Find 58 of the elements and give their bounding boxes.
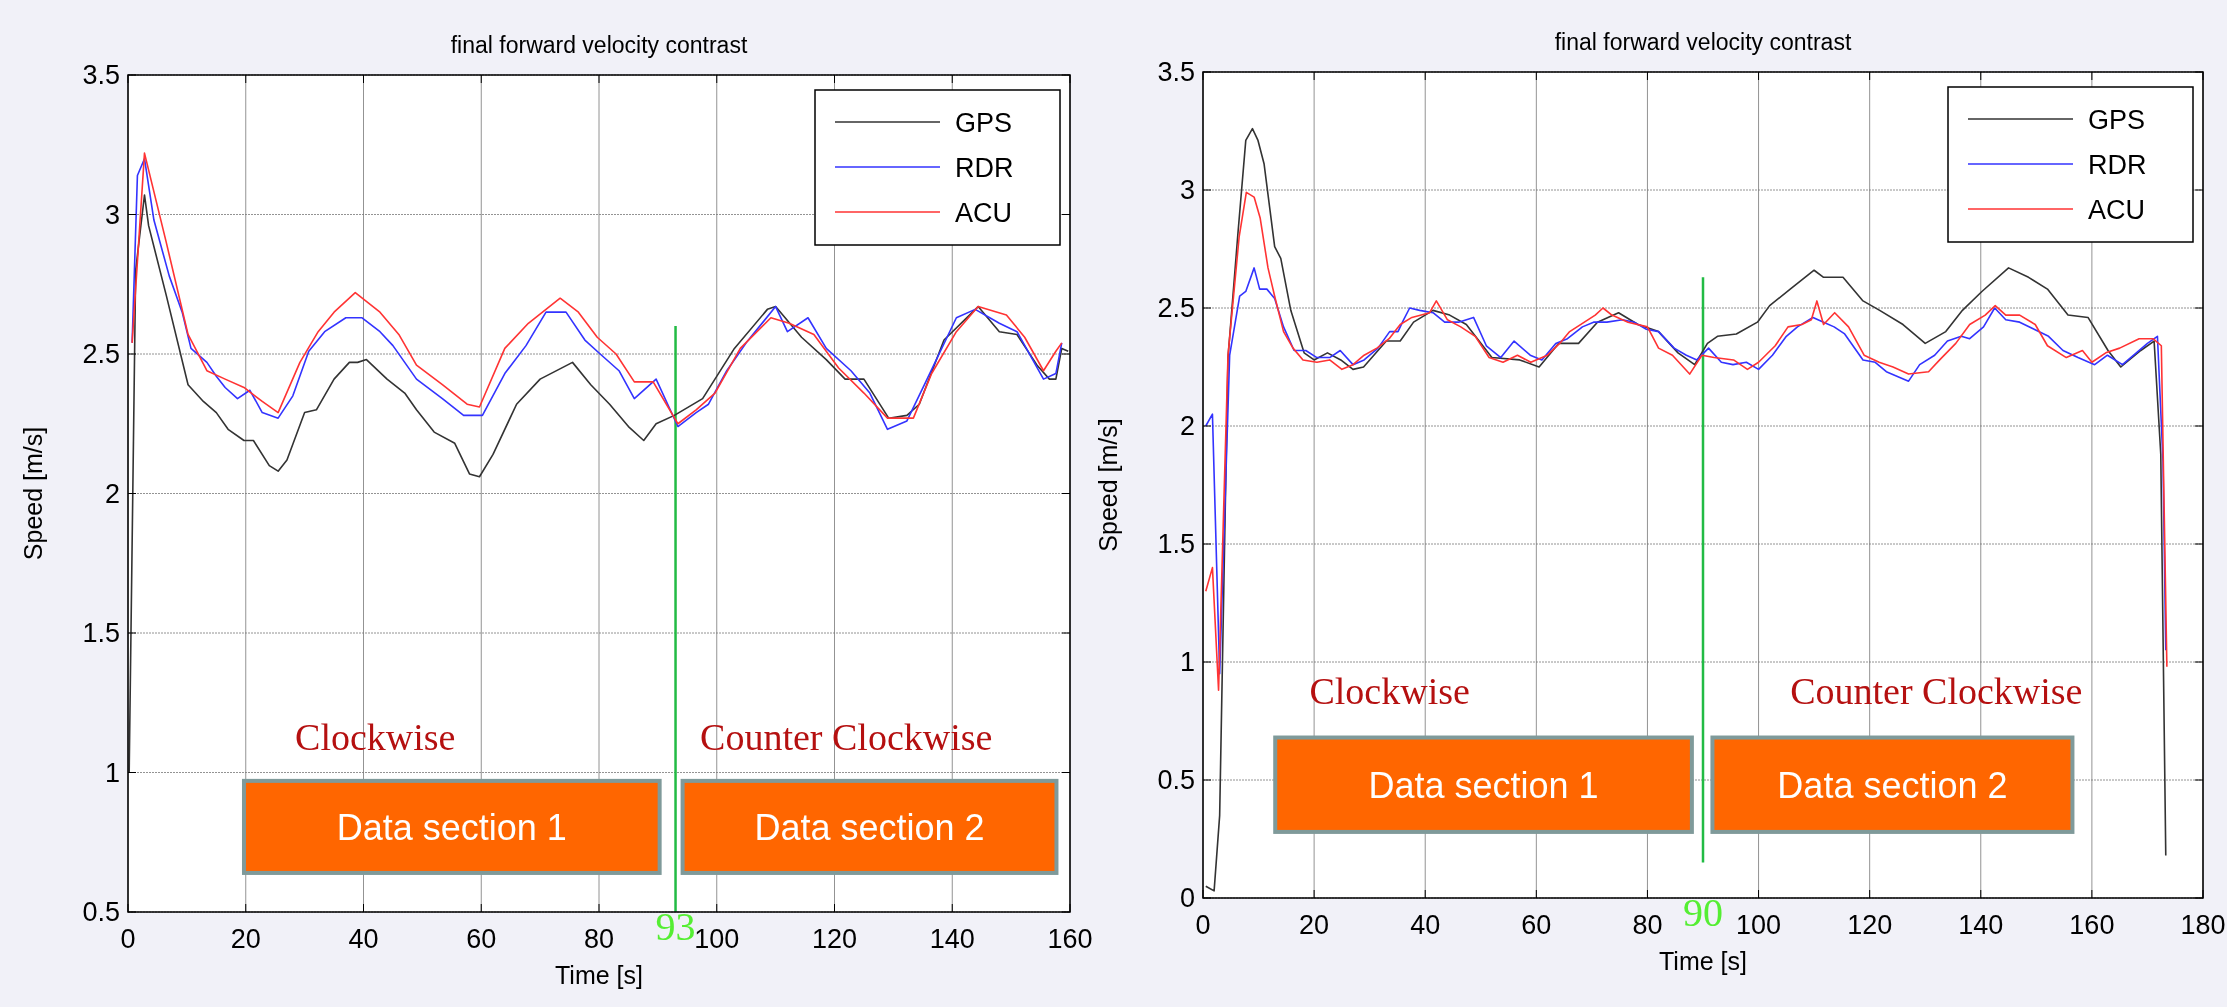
x-tick-label: 160 [2069, 910, 2115, 940]
x-tick-label: 20 [1299, 910, 1330, 940]
y-tick-label: 0 [1179, 883, 1195, 913]
x-tick-label: 40 [1410, 910, 1441, 940]
x-tick-label: 60 [466, 924, 497, 954]
y-tick-label: 1.5 [1157, 529, 1195, 559]
y-tick-label: 3 [1179, 175, 1195, 205]
x-axis-title: Time [s] [555, 961, 643, 989]
x-tick-label: 140 [1958, 910, 2004, 940]
x-tick-label: 140 [929, 924, 975, 954]
annotation: Clockwise [1309, 670, 1470, 713]
section-label-box: Data section 1 [242, 778, 662, 875]
legend-label: ACU [955, 198, 1013, 228]
ref-line-label: 93 [655, 904, 696, 949]
y-tick-label: 0.5 [82, 897, 120, 927]
y-axis-title: Speed [m/s] [19, 426, 47, 561]
annotation: Counter Clockwise [1790, 670, 2083, 713]
legend-label: GPS [2088, 105, 2146, 135]
x-tick-label: 40 [348, 924, 379, 954]
legend-label: RDR [955, 153, 1014, 183]
x-tick-label: 100 [1736, 910, 1782, 940]
x-tick-label: 120 [1847, 910, 1893, 940]
annotation: Data section 1 [336, 806, 567, 848]
x-tick-label: 60 [1521, 910, 1552, 940]
y-tick-label: 2 [1179, 411, 1195, 441]
annotation: Data section 2 [754, 806, 985, 848]
legend-label: RDR [2088, 150, 2147, 180]
y-tick-label: 1 [104, 757, 120, 788]
legend-label: ACU [2088, 195, 2146, 225]
x-tick-label: 100 [694, 924, 740, 954]
annotation: Clockwise [295, 716, 456, 759]
ref-line-label: 90 [1683, 890, 1723, 935]
chart-title: final forward velocity contrast [1554, 29, 1852, 55]
y-tick-label: 2 [104, 478, 120, 509]
section-label-box: Data section 2 [680, 778, 1059, 875]
annotation: Data section 2 [1777, 764, 2008, 806]
x-tick-label: 80 [583, 924, 615, 954]
x-axis-title: Time [s] [1659, 947, 1747, 975]
x-tick-label: 80 [1632, 910, 1663, 940]
x-tick-label: 20 [230, 924, 261, 954]
annotation: Counter Clockwise [700, 716, 993, 759]
chart-title: final forward velocity contrast [450, 32, 748, 58]
y-tick-label: 3.5 [1157, 57, 1195, 87]
y-tick-label: 1 [1179, 647, 1195, 677]
section-label-box: Data section 2 [1710, 735, 2075, 834]
y-tick-label: 0.5 [1157, 765, 1195, 795]
y-axis-title: Speed [m/s] [1094, 418, 1122, 552]
section-label-box: Data section 1 [1273, 735, 1694, 834]
y-tick-label: 2.5 [82, 339, 120, 369]
x-tick-label: 160 [1047, 924, 1093, 954]
annotation: Data section 1 [1368, 764, 1599, 806]
x-tick-label: 120 [811, 924, 858, 954]
x-tick-label: 180 [2180, 910, 2226, 940]
y-tick-label: 3.5 [82, 60, 120, 90]
y-tick-label: 3 [104, 199, 120, 230]
legend-label: GPS [955, 108, 1013, 138]
y-tick-label: 2.5 [1157, 293, 1195, 323]
y-tick-label: 1.5 [82, 618, 120, 648]
